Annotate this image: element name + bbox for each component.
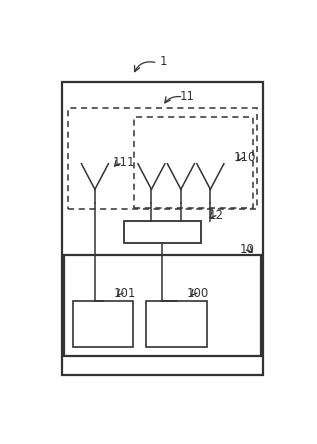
Bar — [62, 82, 263, 375]
Bar — [146, 301, 207, 347]
Text: 101: 101 — [113, 287, 136, 300]
Text: 111: 111 — [113, 156, 136, 169]
Bar — [68, 108, 257, 209]
Bar — [73, 301, 133, 347]
Text: 110: 110 — [234, 151, 256, 164]
Text: 10: 10 — [240, 243, 255, 256]
Bar — [124, 221, 201, 243]
Text: 100: 100 — [187, 287, 209, 300]
Text: 11: 11 — [179, 90, 195, 103]
Bar — [64, 255, 261, 356]
Text: 1: 1 — [160, 56, 167, 68]
Bar — [134, 117, 253, 208]
Text: 12: 12 — [209, 209, 224, 222]
